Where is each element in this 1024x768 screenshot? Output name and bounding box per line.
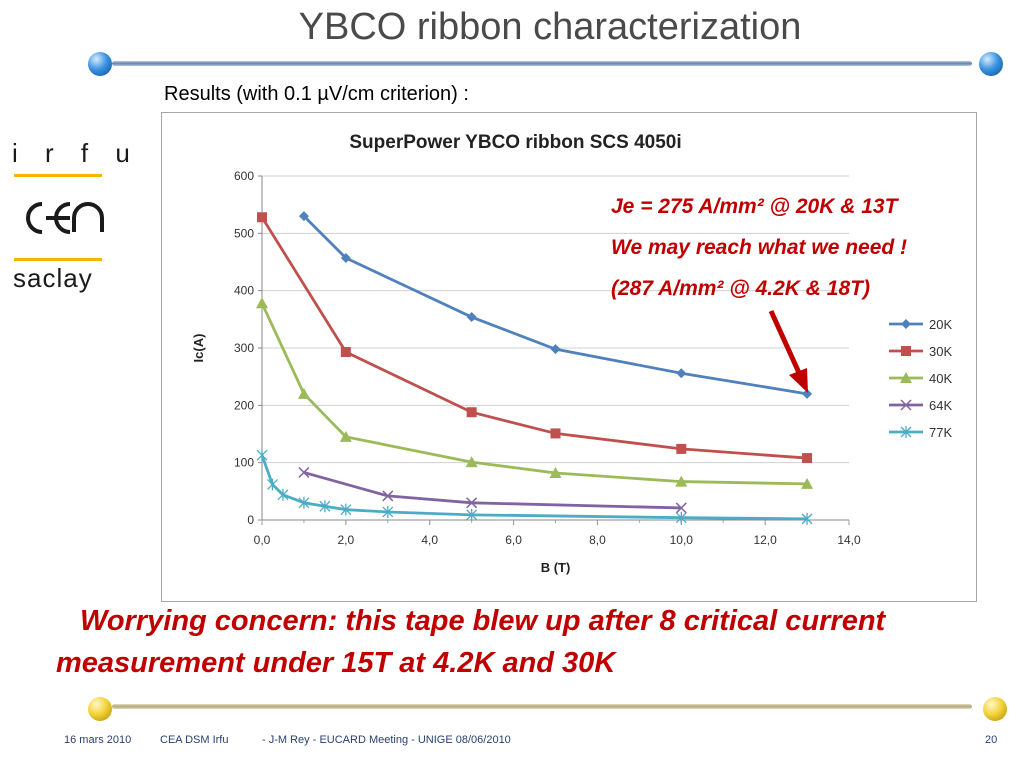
cea-logo-icon xyxy=(26,202,104,234)
legend-marker-77k xyxy=(900,426,912,438)
data-point-20k xyxy=(466,312,477,323)
data-point-77k xyxy=(801,512,813,525)
data-point-77k xyxy=(256,449,268,462)
data-point-30k xyxy=(340,347,351,358)
tick-label-y: 400 xyxy=(234,284,254,298)
logo-irfu-text: i r f u xyxy=(12,138,140,168)
data-point-77k xyxy=(466,508,478,521)
tick-label-y: 300 xyxy=(234,341,254,355)
tick-label-y: 0 xyxy=(247,513,254,527)
data-point-77k xyxy=(319,500,331,513)
slide-title: YBCO ribbon characterization xyxy=(298,6,802,48)
legend-marker-40k xyxy=(900,372,912,383)
legend-label-20k: 20K xyxy=(929,317,952,332)
series-line-64k xyxy=(303,471,682,510)
data-point-40k xyxy=(465,456,478,468)
annotation-target-value: (287 A/mm² @ 4.2K & 18T) xyxy=(611,277,870,300)
data-point-40k xyxy=(256,297,268,309)
tick-label-x: 10,0 xyxy=(670,533,694,547)
footer-meeting: - J-M Rey - EUCARD Meeting - UNIGE 08/06… xyxy=(262,734,511,746)
data-point-20k xyxy=(298,211,309,222)
data-point-40k xyxy=(801,477,814,489)
tick-label-y: 200 xyxy=(234,398,254,412)
series-line-40k xyxy=(260,302,808,486)
series-line-20k xyxy=(302,215,808,396)
legend-marker-30k xyxy=(901,346,911,356)
tick-label-y: 500 xyxy=(234,226,254,240)
footer-date: 16 mars 2010 xyxy=(64,734,132,746)
data-point-77k xyxy=(298,496,310,509)
data-point-40k xyxy=(339,430,352,442)
data-point-30k xyxy=(466,407,477,418)
legend-label-30k: 30K xyxy=(929,344,952,359)
logo-divider-top xyxy=(14,174,102,177)
tick-label-y: 600 xyxy=(234,169,254,183)
bottom-left-bullet-decoration xyxy=(88,697,112,721)
data-point-77k xyxy=(267,478,278,491)
bottom-rule xyxy=(112,704,972,709)
data-point-77k xyxy=(382,505,394,518)
data-point-20k xyxy=(676,368,687,379)
data-point-40k xyxy=(297,387,310,399)
top-right-bullet-decoration xyxy=(979,52,1003,76)
data-point-40k xyxy=(549,466,562,478)
logo-divider-bottom xyxy=(14,258,102,261)
footer-page-number: 20 xyxy=(985,734,998,746)
data-point-64k xyxy=(675,502,687,514)
tick-label-x: 0,0 xyxy=(254,533,271,547)
y-axis-label: Ic(A) xyxy=(191,334,206,363)
data-point-20k xyxy=(550,344,561,355)
tick-label-x: 2,0 xyxy=(338,533,355,547)
tick-label-x: 12,0 xyxy=(753,533,777,547)
legend-label-77k: 77K xyxy=(929,425,952,440)
data-point-77k xyxy=(277,488,289,501)
tick-label-x: 4,0 xyxy=(421,533,438,547)
data-point-77k xyxy=(675,511,687,524)
bottom-right-bullet-decoration xyxy=(983,697,1007,721)
data-point-20k xyxy=(340,252,351,263)
legend-label-40k: 40K xyxy=(929,371,952,386)
data-point-64k xyxy=(466,497,478,509)
x-axis-label: B (T) xyxy=(541,560,571,575)
data-point-30k xyxy=(676,443,687,454)
annotation-target-note: We may reach what we need ! xyxy=(611,236,908,259)
data-point-64k xyxy=(382,490,394,502)
data-point-77k xyxy=(340,503,352,516)
data-point-64k xyxy=(298,466,310,478)
series-line-30k xyxy=(260,216,808,460)
tick-label-x: 14,0 xyxy=(837,533,861,547)
warning-concern-text: Worrying concern: this tape blew up afte… xyxy=(56,605,886,679)
data-point-30k xyxy=(257,212,267,223)
results-caption: Results (with 0.1 µV/cm criterion) : xyxy=(164,83,469,105)
legend-marker-20k xyxy=(901,319,911,329)
tick-label-x: 6,0 xyxy=(505,533,522,547)
legend-marker-64k xyxy=(900,399,912,411)
ic-vs-field-chart: SuperPower YBCO ribbon SCS 4050i 0 100 200 3… xyxy=(191,132,952,575)
data-point-40k xyxy=(675,475,688,487)
data-point-30k xyxy=(802,453,813,464)
logo-saclay-text: saclay xyxy=(13,263,93,293)
data-point-20k xyxy=(802,388,813,399)
data-point-30k xyxy=(550,428,561,439)
top-left-bullet-decoration xyxy=(88,52,112,76)
series-line-77k xyxy=(260,454,808,521)
annotation-je-value: Je = 275 A/mm² @ 20K & 13T xyxy=(611,195,898,218)
chart-title: SuperPower YBCO ribbon SCS 4050i xyxy=(349,132,681,153)
annotation-arrow-icon xyxy=(768,309,808,393)
footer-organization: CEA DSM Irfu xyxy=(160,734,229,746)
tick-label-x: 8,0 xyxy=(589,533,606,547)
top-rule xyxy=(112,61,972,66)
tick-label-y: 100 xyxy=(234,456,254,470)
legend-label-64k: 64K xyxy=(929,398,952,413)
